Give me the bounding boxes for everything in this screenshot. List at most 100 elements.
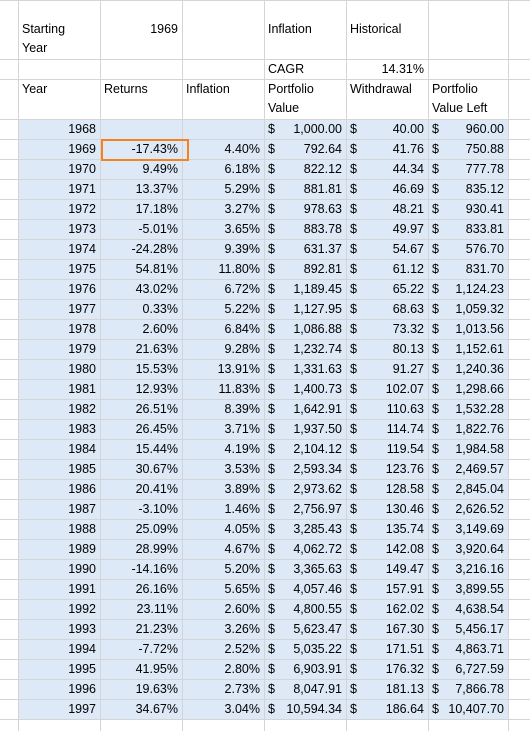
cell-withdrawal[interactable]: $49.97 [346,219,428,239]
cell-portfolio-left[interactable]: $1,298.66 [428,379,508,399]
cell-returns[interactable]: 25.09% [135,522,178,536]
cell-withdrawal[interactable]: $130.46 [346,499,428,519]
cell-year[interactable]: 1971 [68,182,96,196]
cell-portfolio-left[interactable]: $2,845.04 [428,479,508,499]
cell-inflation[interactable]: 9.28% [224,342,260,356]
cell-portfolio-value[interactable]: $4,062.72 [264,539,346,559]
cell-portfolio-left[interactable]: $576.70 [428,239,508,259]
cell-year[interactable]: 1987 [68,502,96,516]
cell-returns[interactable]: 9.49% [142,162,178,176]
cell-portfolio-left[interactable]: $7,866.78 [428,679,508,699]
cell-portfolio-left[interactable]: $750.88 [428,139,508,159]
cell-withdrawal[interactable]: $40.00 [346,119,428,139]
cell-withdrawal[interactable]: $65.22 [346,279,428,299]
cell-inflation[interactable]: 5.22% [224,302,260,316]
cell-withdrawal[interactable]: $135.74 [346,519,428,539]
cell-withdrawal[interactable]: $142.08 [346,539,428,559]
cell-portfolio-left[interactable]: $1,013.56 [428,319,508,339]
cell-portfolio-value[interactable]: $5,623.47 [264,619,346,639]
cell-inflation[interactable]: 11.80% [218,262,260,276]
cell-portfolio-value[interactable]: $1,000.00 [264,119,346,139]
cell-portfolio-left[interactable]: $6,727.59 [428,659,508,679]
cell-year[interactable]: 1985 [68,462,96,476]
cell-portfolio-value[interactable]: $1,232.74 [264,339,346,359]
cell-year[interactable]: 1969 [68,142,96,156]
cell-portfolio-value[interactable]: $10,594.34 [264,699,346,719]
cell-withdrawal[interactable]: $181.13 [346,679,428,699]
cell-returns[interactable]: 41.95% [135,662,178,676]
cell-returns[interactable]: 30.67% [135,462,178,476]
cell-portfolio-value[interactable]: $792.64 [264,139,346,159]
cell-portfolio-value[interactable]: $1,086.88 [264,319,346,339]
cell-portfolio-value[interactable]: $883.78 [264,219,346,239]
cell-inflation[interactable]: 2.52% [224,642,260,656]
cell-inflation[interactable]: 2.60% [224,602,260,616]
cell-withdrawal[interactable]: $73.32 [346,319,428,339]
cell-portfolio-left[interactable]: $4,638.54 [428,599,508,619]
cell-year[interactable]: 1975 [68,262,96,276]
cell-year[interactable]: 1990 [68,562,96,576]
cell-year[interactable]: 1981 [68,382,96,396]
cell-portfolio-value[interactable]: $8,047.91 [264,679,346,699]
cell-portfolio-value[interactable]: $1,189.45 [264,279,346,299]
cell-portfolio-left[interactable]: $833.81 [428,219,508,239]
cell-returns[interactable]: -24.28% [131,242,178,256]
header-withdrawal[interactable]: Withdrawal [350,82,412,96]
cell-portfolio-value[interactable]: $4,057.46 [264,579,346,599]
cell-portfolio-left[interactable]: $3,149.69 [428,519,508,539]
cell-returns[interactable]: 26.45% [135,422,178,436]
cell-returns[interactable]: 13.37% [135,182,178,196]
cell-portfolio-value[interactable]: $1,937.50 [264,419,346,439]
cell-year[interactable]: 1978 [68,322,96,336]
cell-portfolio-left[interactable]: $960.00 [428,119,508,139]
header-returns[interactable]: Returns [104,82,148,96]
cell-returns[interactable]: -17.43% [131,142,178,156]
cell-withdrawal[interactable]: $176.32 [346,659,428,679]
cell-portfolio-left[interactable]: $3,899.55 [428,579,508,599]
cell-returns[interactable]: -3.10% [138,502,178,516]
cell-inflation[interactable]: 1.46% [224,502,260,516]
cell-inflation[interactable]: 5.65% [224,582,260,596]
cell-inflation[interactable]: 3.04% [224,702,260,716]
cell-portfolio-value[interactable]: $3,365.63 [264,559,346,579]
cell-withdrawal[interactable]: $157.91 [346,579,428,599]
cell-returns[interactable]: 26.16% [135,582,178,596]
cell-inflation[interactable]: 3.89% [224,482,260,496]
cell-inflation[interactable]: 6.84% [224,322,260,336]
cell-year[interactable]: 1974 [68,242,96,256]
cell-returns[interactable]: -14.16% [131,562,178,576]
cagr-value[interactable]: 14.31% [381,62,424,76]
cell-inflation[interactable]: 8.39% [224,402,260,416]
cell-inflation[interactable]: 9.39% [224,242,260,256]
cell-inflation[interactable]: 3.65% [224,222,260,236]
cell-withdrawal[interactable]: $162.02 [346,599,428,619]
cell-year[interactable]: 1983 [68,422,96,436]
cell-withdrawal[interactable]: $119.54 [346,439,428,459]
cell-portfolio-left[interactable]: $5,456.17 [428,619,508,639]
cell-returns[interactable]: -7.72% [138,642,178,656]
cell-year[interactable]: 1989 [68,542,96,556]
cell-year[interactable]: 1992 [68,602,96,616]
header-inflation[interactable]: Inflation [186,82,230,96]
cell-inflation[interactable]: 3.26% [224,622,260,636]
cell-withdrawal[interactable]: $44.34 [346,159,428,179]
inflation-label[interactable]: Inflation [268,22,312,36]
cell-returns[interactable]: 15.53% [135,362,178,376]
cell-withdrawal[interactable]: $167.30 [346,619,428,639]
cell-year[interactable]: 1973 [68,222,96,236]
cell-portfolio-value[interactable]: $1,127.95 [264,299,346,319]
cell-portfolio-value[interactable]: $2,104.12 [264,439,346,459]
cell-returns[interactable]: 26.51% [135,402,178,416]
cell-returns[interactable]: 2.60% [142,322,178,336]
cell-portfolio-left[interactable]: $1,152.61 [428,339,508,359]
cell-portfolio-left[interactable]: $10,407.70 [428,699,508,719]
cell-inflation[interactable]: 13.91% [217,362,260,376]
cell-year[interactable]: 1970 [68,162,96,176]
cell-year[interactable]: 1968 [68,122,96,136]
cell-portfolio-value[interactable]: $6,903.91 [264,659,346,679]
cell-withdrawal[interactable]: $149.47 [346,559,428,579]
cell-portfolio-left[interactable]: $835.12 [428,179,508,199]
cell-returns[interactable]: 12.93% [135,382,178,396]
cell-year[interactable]: 1976 [68,282,96,296]
